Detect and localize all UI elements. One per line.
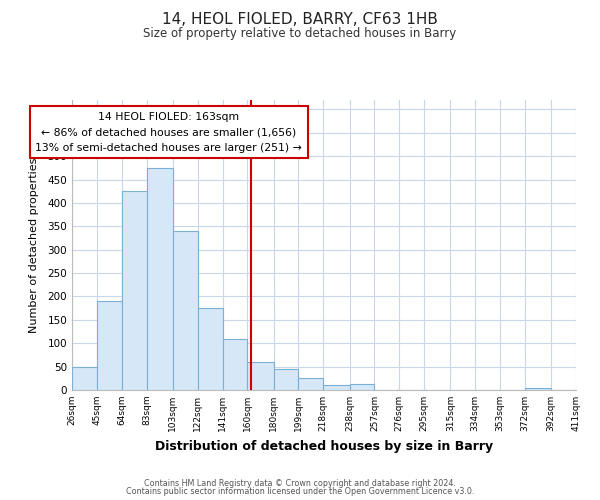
Y-axis label: Number of detached properties: Number of detached properties [29,158,39,332]
Bar [223,340,247,390]
Bar [72,366,97,390]
Bar [350,384,374,390]
Bar [173,231,197,390]
Text: Contains HM Land Registry data © Crown copyright and database right 2024.: Contains HM Land Registry data © Crown c… [144,478,456,488]
Bar [323,386,350,390]
Bar [247,362,274,390]
Text: 14, HEOL FIOLED, BARRY, CF63 1HB: 14, HEOL FIOLED, BARRY, CF63 1HB [162,12,438,28]
Bar [146,168,173,390]
X-axis label: Distribution of detached houses by size in Barry: Distribution of detached houses by size … [155,440,493,452]
Text: Size of property relative to detached houses in Barry: Size of property relative to detached ho… [143,28,457,40]
Bar [525,388,551,390]
Text: Contains public sector information licensed under the Open Government Licence v3: Contains public sector information licen… [126,487,474,496]
Bar [122,191,146,390]
Bar [97,301,122,390]
Text: 14 HEOL FIOLED: 163sqm
← 86% of detached houses are smaller (1,656)
13% of semi-: 14 HEOL FIOLED: 163sqm ← 86% of detached… [35,112,302,153]
Bar [298,378,323,390]
Bar [197,308,223,390]
Bar [274,369,298,390]
